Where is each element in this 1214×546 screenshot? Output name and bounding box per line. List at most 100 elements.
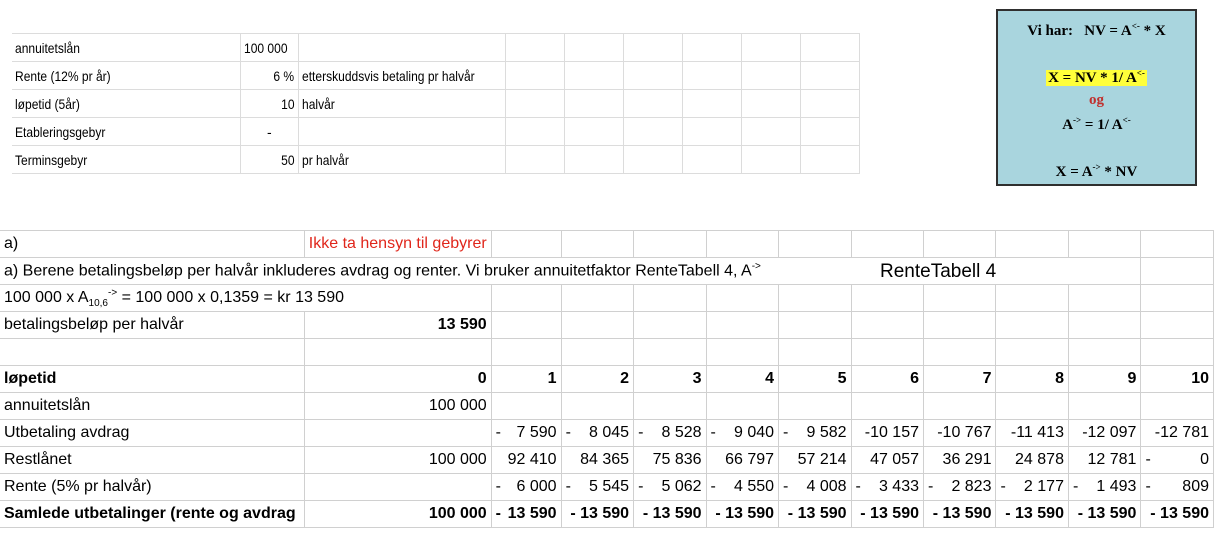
period-header-cell: 10 (1140, 365, 1214, 393)
table-cell: 57 214 (778, 446, 852, 474)
table-cell (560, 392, 635, 420)
table-row: annuitetslån 100 000 (0, 392, 1214, 420)
table-cell (303, 473, 492, 501)
table-cell: - 13 590 (1067, 500, 1142, 528)
param-value: 10 (281, 95, 295, 112)
param-row: Rente (12% pr år) 6 % etterskuddsvis bet… (12, 61, 861, 90)
table-cell: 12 781 (1067, 446, 1142, 474)
period-header-cell: 7 (922, 365, 997, 393)
table-row: Utbetaling avdrag -7 590-8 045-8 528-9 04… (0, 419, 1214, 447)
table-cell: -3 433 (850, 473, 925, 501)
table-cell: -1 493 (1067, 473, 1142, 501)
rentetabell-label: RenteTabell 4 (880, 261, 997, 282)
table-cell (1067, 392, 1142, 420)
table-cell: -5 062 (633, 473, 707, 501)
table-cell: 100 000 (303, 392, 492, 420)
period-header-cell: 4 (705, 365, 780, 393)
payment-value: 13 590 (303, 311, 492, 339)
description-row: a) Berene betalingsbeløp per halvår inkl… (0, 257, 1214, 285)
table-cell (922, 392, 997, 420)
param-value: 100 000 (244, 39, 288, 56)
param-row: løpetid (5år) 10 halvår (12, 89, 861, 118)
param-value: 50 (281, 151, 295, 168)
table-cell: - 13 590 (778, 500, 852, 528)
row-label: Utbetaling avdrag (0, 419, 305, 447)
formula-line-4: A-> = 1/ A<- (1062, 115, 1131, 133)
param-note: etterskuddsvis betaling pr halvår (301, 67, 475, 84)
table-cell: 84 365 (560, 446, 635, 474)
table-cell: -13 590 (490, 500, 562, 528)
table-cell: -9 040 (705, 419, 780, 447)
period-header-cell: 1 (490, 365, 562, 393)
param-note: pr halvår (301, 151, 349, 168)
period-header-cell: 3 (633, 365, 707, 393)
table-cell: -4 008 (778, 473, 852, 501)
table-cell: -8 528 (633, 419, 707, 447)
table-cell: 24 878 (995, 446, 1069, 474)
table-cell (633, 392, 707, 420)
table-cell: - 13 590 (705, 500, 780, 528)
row-label: Samlede utbetalinger (rente og avdrag (0, 500, 305, 528)
formula-line-5: X = A-> * NV (1055, 162, 1138, 180)
param-value: - (266, 123, 272, 140)
description-text: a) Berene betalingsbeløp per halvår inkl… (4, 262, 752, 280)
table-cell (995, 392, 1069, 420)
table-cell (705, 392, 780, 420)
table-cell: -7 590 (490, 419, 562, 447)
table-row: Samlede utbetalinger (rente og avdrag 100… (0, 500, 1214, 528)
table-cell: -10 157 (850, 419, 925, 447)
param-row: annuitetslån 100 000 (12, 33, 861, 62)
row-label: Rente (5% pr halvår) (0, 473, 305, 501)
period-header-cell: 2 (560, 365, 635, 393)
table-cell (1140, 392, 1214, 420)
table-cell: -6 000 (490, 473, 562, 501)
table-cell: - 13 590 (633, 500, 707, 528)
table-cell: - 13 590 (922, 500, 997, 528)
calc-row: 100 000 x A10,6-> = 100 000 x 0,1359 = k… (0, 284, 1214, 312)
table-row: Rente (5% pr halvår) -6 000-5 545-5 062 -4… (0, 473, 1214, 501)
param-value: 6 % (273, 67, 295, 84)
amortization-table: a) Ikke ta hensyn til gebyrer a) Berene … (0, 230, 1214, 528)
section-row: a) Ikke ta hensyn til gebyrer (0, 230, 1214, 258)
table-cell: -9 582 (778, 419, 852, 447)
param-label: Rente (12% pr år) (15, 67, 111, 84)
row-label: Restlånet (0, 446, 305, 474)
empty-row (0, 338, 1214, 366)
param-label: annuitetslån (15, 39, 80, 56)
table-cell: -2 177 (995, 473, 1069, 501)
section-note: Ikke ta hensyn til gebyrer (308, 235, 487, 252)
param-label: Terminsgebyr (15, 151, 88, 168)
table-cell: -8 045 (560, 419, 635, 447)
table-cell: 75 836 (633, 446, 707, 474)
table-cell: - 13 590 (995, 500, 1069, 528)
period-header-cell: 0 (303, 365, 492, 393)
table-cell: -12 097 (1067, 419, 1142, 447)
calc-text: 100 000 x A10,6-> = 100 000 x 0,1359 = k… (4, 287, 344, 309)
table-cell: - 13 590 (560, 500, 635, 528)
param-row: Terminsgebyr 50 pr halvår (12, 145, 861, 174)
table-cell (490, 392, 562, 420)
table-cell: 100 000 (303, 446, 492, 474)
param-note (297, 33, 507, 62)
table-cell (778, 392, 852, 420)
parameter-grid: annuitetslån 100 000 Rente (12% pr år) 6… (12, 33, 861, 174)
table-cell (850, 392, 925, 420)
formula-line-1: Vi har: NV = A<- * X (1027, 21, 1166, 39)
table-cell: -5 545 (560, 473, 635, 501)
param-label: Etableringsgebyr (15, 123, 106, 140)
payment-row: betalingsbeløp per halvår 13 590 (0, 311, 1214, 339)
param-row: Etableringsgebyr - (12, 117, 861, 146)
period-header-cell: 6 (850, 365, 925, 393)
period-header-cell: 9 (1067, 365, 1142, 393)
param-label: løpetid (5år) (15, 95, 80, 112)
table-cell: 47 057 (850, 446, 925, 474)
formula-box: Vi har: NV = A<- * X X = NV * 1/ A<- og … (996, 9, 1197, 186)
table-cell: -10 767 (922, 419, 997, 447)
table-cell: 66 797 (705, 446, 780, 474)
table-cell: 36 291 (922, 446, 997, 474)
table-cell: -0 (1140, 446, 1214, 474)
period-header-cell: 8 (995, 365, 1069, 393)
period-header-cell: 5 (778, 365, 852, 393)
table-cell: -12 781 (1140, 419, 1214, 447)
section-label: a) (0, 230, 305, 258)
